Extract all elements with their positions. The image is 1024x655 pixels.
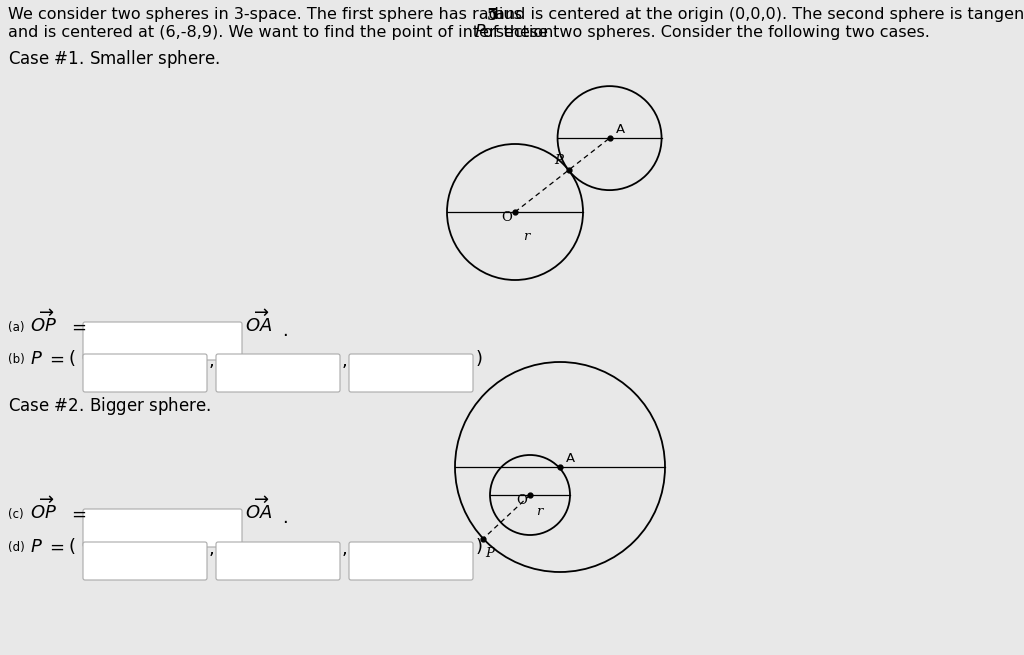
- Circle shape: [557, 86, 662, 190]
- Text: ,: ,: [209, 540, 215, 558]
- FancyBboxPatch shape: [83, 542, 207, 580]
- Text: $=$: $=$: [68, 318, 87, 336]
- Text: (a): (a): [8, 321, 25, 334]
- Text: We consider two spheres in 3-space. The first sphere has radius: We consider two spheres in 3-space. The …: [8, 7, 527, 22]
- Text: 5: 5: [487, 7, 498, 24]
- Text: (d): (d): [8, 541, 25, 554]
- FancyBboxPatch shape: [216, 542, 340, 580]
- Text: $=$: $=$: [46, 350, 65, 368]
- Text: P: P: [555, 154, 563, 167]
- Text: (b): (b): [8, 353, 25, 366]
- FancyBboxPatch shape: [83, 354, 207, 392]
- Text: r: r: [523, 230, 529, 243]
- FancyBboxPatch shape: [216, 354, 340, 392]
- Circle shape: [447, 144, 583, 280]
- Text: A: A: [615, 123, 625, 136]
- Text: O: O: [516, 494, 527, 507]
- Text: and is centered at the origin (0,0,0). The second sphere is tangent to the first: and is centered at the origin (0,0,0). T…: [495, 7, 1024, 22]
- Text: ,: ,: [342, 352, 348, 370]
- Text: $(\,$: $(\,$: [68, 348, 76, 368]
- Text: $)$: $)$: [475, 348, 482, 368]
- Text: ,: ,: [342, 540, 348, 558]
- Text: and is centered at (6,-8,9). We want to find the point of intersection: and is centered at (6,-8,9). We want to …: [8, 25, 558, 40]
- Text: $)$: $)$: [475, 536, 482, 556]
- Text: Case $\#$2. Bigger sphere.: Case $\#$2. Bigger sphere.: [8, 395, 211, 417]
- Text: $\overrightarrow{OA}$: $\overrightarrow{OA}$: [245, 496, 272, 523]
- Text: $\overrightarrow{OP}$: $\overrightarrow{OP}$: [30, 496, 57, 523]
- Text: of these two spheres. Consider the following two cases.: of these two spheres. Consider the follo…: [483, 25, 930, 40]
- Text: O: O: [501, 211, 512, 224]
- Text: .: .: [282, 509, 288, 527]
- Text: $\overrightarrow{OP}$: $\overrightarrow{OP}$: [30, 309, 57, 336]
- FancyBboxPatch shape: [349, 542, 473, 580]
- Text: ,: ,: [209, 352, 215, 370]
- FancyBboxPatch shape: [83, 509, 242, 547]
- Text: $\overrightarrow{OA}$: $\overrightarrow{OA}$: [245, 309, 272, 336]
- Text: $(\,$: $(\,$: [68, 536, 76, 556]
- Text: $=$: $=$: [68, 505, 87, 523]
- Text: .: .: [282, 322, 288, 340]
- Text: Case $\#$1. Smaller sphere.: Case $\#$1. Smaller sphere.: [8, 48, 220, 70]
- FancyBboxPatch shape: [83, 322, 242, 360]
- Text: $P$: $P$: [30, 350, 43, 368]
- Text: $P$: $P$: [30, 538, 43, 556]
- Text: A: A: [566, 452, 575, 465]
- Text: P: P: [485, 547, 495, 559]
- Circle shape: [490, 455, 570, 535]
- Text: (c): (c): [8, 508, 24, 521]
- FancyBboxPatch shape: [349, 354, 473, 392]
- Text: r: r: [536, 505, 543, 518]
- Circle shape: [455, 362, 665, 572]
- Text: $=$: $=$: [46, 538, 65, 556]
- Text: $P$: $P$: [474, 24, 486, 41]
